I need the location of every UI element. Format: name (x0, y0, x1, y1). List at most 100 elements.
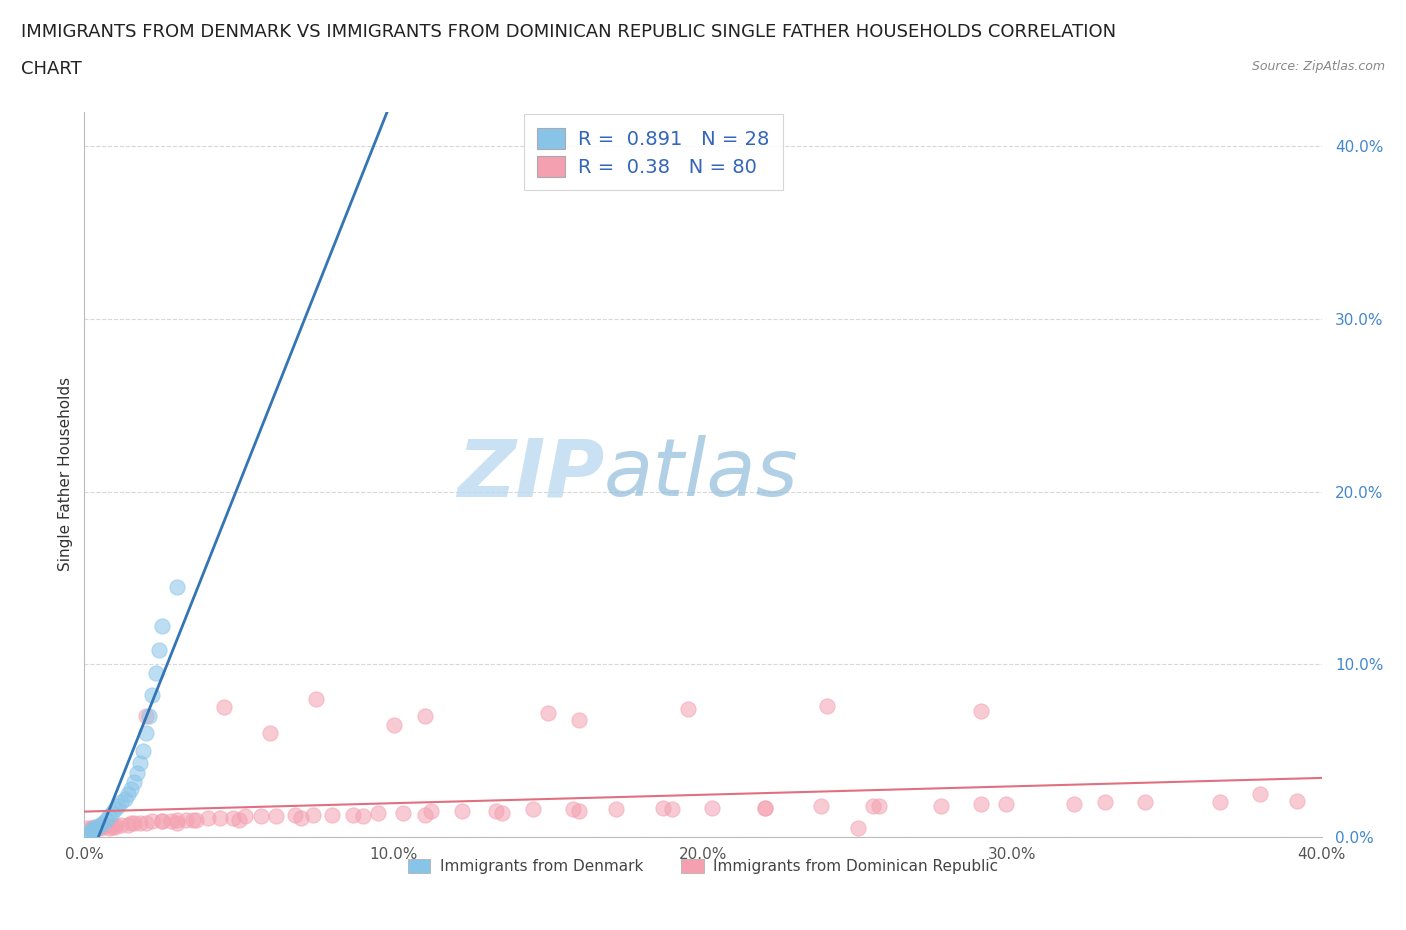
Point (150, 814, 173, 829)
Point (135, 709, 157, 724)
Point (94, 812, 117, 827)
Point (150, 814, 173, 829)
Point (141, 688, 163, 703)
Point (117, 817, 139, 832)
Point (702, 800, 724, 815)
Point (83, 819, 105, 834)
Point (135, 816, 157, 830)
Point (259, 726, 281, 741)
Point (79, 824, 101, 839)
Point (568, 712, 591, 727)
Point (110, 795, 132, 810)
Point (562, 802, 585, 817)
Point (148, 643, 170, 658)
Point (284, 807, 307, 822)
Text: atlas: atlas (605, 435, 799, 513)
Point (995, 797, 1018, 812)
Legend: Immigrants from Denmark, Immigrants from Dominican Republic: Immigrants from Denmark, Immigrants from… (402, 853, 1004, 880)
Point (138, 709, 160, 724)
Point (1063, 797, 1085, 812)
Point (132, 743, 155, 758)
Point (1208, 795, 1230, 810)
Point (76, 821, 98, 836)
Text: ZIP: ZIP (457, 435, 605, 513)
Point (120, 816, 142, 830)
Point (970, 797, 993, 812)
Point (101, 819, 124, 834)
Point (1094, 795, 1116, 810)
Point (352, 809, 374, 824)
Point (184, 812, 207, 827)
Point (651, 800, 673, 815)
Point (98, 809, 121, 824)
Point (929, 799, 952, 814)
Point (862, 799, 884, 814)
Point (212, 700, 235, 715)
Point (815, 698, 838, 713)
Point (1135, 795, 1157, 810)
Point (228, 812, 250, 827)
Point (754, 800, 776, 815)
Point (321, 807, 343, 822)
Point (101, 805, 124, 820)
Point (114, 791, 136, 806)
Point (264, 809, 287, 824)
Text: CHART: CHART (21, 60, 82, 78)
Point (233, 809, 256, 824)
Point (86, 821, 108, 836)
Point (117, 787, 139, 802)
Point (1285, 793, 1308, 808)
Point (135, 726, 157, 741)
Point (413, 807, 436, 822)
Point (302, 807, 325, 822)
Point (222, 811, 245, 826)
Point (83, 823, 105, 838)
Point (197, 811, 219, 826)
Point (166, 812, 188, 827)
Point (104, 802, 127, 817)
Point (342, 807, 364, 822)
Point (970, 703, 993, 718)
Point (129, 755, 152, 770)
Point (537, 705, 560, 720)
Point (160, 814, 183, 829)
Point (868, 799, 890, 814)
Point (810, 799, 832, 814)
Point (122, 816, 145, 830)
Point (485, 804, 508, 818)
Point (145, 666, 167, 681)
Point (89, 819, 111, 834)
Point (125, 765, 148, 780)
Point (122, 775, 145, 790)
Point (129, 816, 152, 830)
Point (89, 817, 111, 832)
Point (83, 821, 105, 836)
Point (382, 717, 405, 732)
Point (104, 817, 127, 832)
Point (413, 709, 436, 724)
Point (91, 819, 114, 834)
Point (79, 821, 101, 836)
Point (86, 819, 108, 834)
Point (91, 816, 114, 830)
Point (661, 802, 683, 817)
Point (176, 812, 198, 827)
Point (141, 814, 163, 829)
Point (754, 800, 776, 815)
Point (568, 804, 591, 818)
Point (367, 805, 389, 820)
Point (209, 811, 232, 826)
Point (419, 804, 441, 818)
Point (110, 817, 132, 832)
Y-axis label: Single Father Households: Single Father Households (58, 378, 73, 571)
Point (522, 802, 544, 817)
Point (305, 691, 328, 706)
Point (79, 823, 101, 838)
Text: IMMIGRANTS FROM DENMARK VS IMMIGRANTS FROM DOMINICAN REPUBLIC SINGLE FATHER HOUS: IMMIGRANTS FROM DENMARK VS IMMIGRANTS FR… (21, 23, 1116, 41)
Point (1249, 787, 1271, 802)
Point (290, 811, 312, 826)
Point (98, 821, 121, 836)
Point (120, 781, 142, 796)
Point (107, 799, 129, 814)
Point (491, 805, 513, 820)
